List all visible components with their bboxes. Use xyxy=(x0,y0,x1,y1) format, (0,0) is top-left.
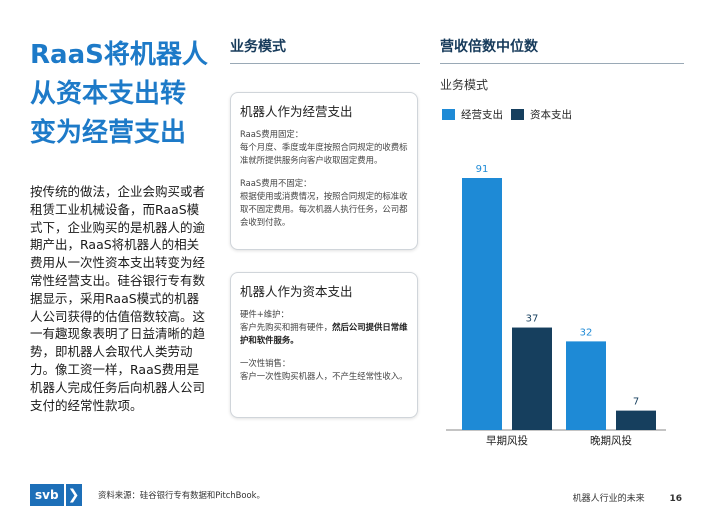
svb-logo-text: svb xyxy=(30,484,64,506)
data-label-1-1: 7 xyxy=(633,397,639,408)
opex-fixed-text: 每个月度、季度或年度按照合同规定的收费标准就所提供服务向客户收取固定费用。 xyxy=(240,142,408,165)
page-number: 16 xyxy=(669,494,682,504)
legend-swatch-opex xyxy=(442,109,455,120)
bar-chart: 91 37 早期风投 32 7 晚期风投 xyxy=(446,164,666,447)
data-label-1-0: 32 xyxy=(580,327,593,338)
revenue-multiple-heading: 营收倍数中位数 xyxy=(440,39,538,55)
page-title: RaaS将机器人从资本支出转变为经营支出 xyxy=(30,40,208,148)
capex-card-title: 机器人作为资本支出 xyxy=(240,284,353,299)
chart-legend: 经营支出 资本支出 xyxy=(442,107,580,122)
legend-label-capex: 资本支出 xyxy=(530,109,572,121)
opex-variable-label: RaaS费用不固定： xyxy=(240,178,312,188)
bar-0-0 xyxy=(462,178,502,430)
capex-onetime-text: 客户一次性购买机器人，不产生经常性收入。 xyxy=(240,371,408,381)
capex-hardware-bold: 然后公司提供日常维护和软件服务。 xyxy=(240,322,408,345)
legend-item-opex: 经营支出 xyxy=(442,107,503,122)
legend-item-capex: 资本支出 xyxy=(511,107,572,122)
opex-fixed-label: RaaS费用固定： xyxy=(240,129,304,139)
legend-label-opex: 经营支出 xyxy=(461,109,503,121)
right-divider xyxy=(440,63,684,64)
intro-paragraph: 按传统的做法，企业会购买或者租赁工业机械设备，而RaaS模式下，企业购买的是机器… xyxy=(30,184,206,413)
chart-subtitle: 业务模式 xyxy=(440,78,489,92)
capex-hardware-plain: 客户先购买和拥有硬件， xyxy=(240,322,333,332)
footer-right: 机器人行业的未来 16 xyxy=(573,491,682,504)
opex-card: 机器人作为经营支出 RaaS费用固定： 每个月度、季度或年度按照合同规定的收费标… xyxy=(230,92,418,250)
capex-hardware-text: 客户先购买和拥有硬件，然后公司提供日常维护和软件服务。 xyxy=(240,321,408,347)
business-model-heading: 业务模式 xyxy=(230,39,286,55)
bar-1-0 xyxy=(566,341,606,430)
capex-card: 机器人作为资本支出 硬件+维护： 客户先购买和拥有硬件，然后公司提供日常维护和软… xyxy=(230,272,418,418)
capex-onetime-label: 一次性销售： xyxy=(240,358,291,368)
opex-card-title: 机器人作为经营支出 xyxy=(240,104,353,119)
middle-divider xyxy=(230,63,420,64)
category-label-1: 晚期风投 xyxy=(590,434,632,447)
data-label-0-0: 91 xyxy=(476,164,489,175)
capex-hardware-label: 硬件+维护： xyxy=(240,309,289,319)
data-label-0-1: 37 xyxy=(526,314,539,325)
source-note: 资料来源：硅谷银行专有数据和PitchBook。 xyxy=(98,490,265,500)
svb-logo: svb ❯ xyxy=(30,484,82,506)
bar-0-1 xyxy=(512,327,552,430)
legend-swatch-capex xyxy=(511,109,524,120)
chevron-right-icon: ❯ xyxy=(65,484,82,506)
opex-variable-text: 根据使用或消费情况，按照合同规定的标准收取不固定费用。每次机器人执行任务，公司都… xyxy=(240,191,408,227)
category-label-0: 早期风投 xyxy=(486,434,528,447)
footer-doc-title: 机器人行业的未来 xyxy=(572,494,645,504)
bar-1-1 xyxy=(616,410,656,430)
